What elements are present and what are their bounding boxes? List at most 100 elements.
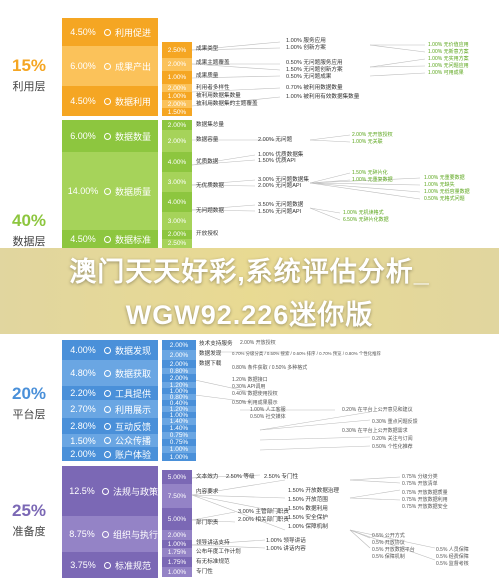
l4-label: 0.50% 无格式问题 [424, 196, 465, 202]
l4-label: 0.5% 保障机制 [372, 554, 405, 560]
node-dot-icon [104, 389, 111, 397]
l3-label: 1.00% 领导讲话 [266, 538, 306, 544]
l1-label: 成果产出 [115, 61, 152, 72]
layer-pct: 20% [11, 384, 47, 403]
l2-cell: 4.00% [162, 152, 192, 172]
layer-name: 准备度 [12, 526, 46, 538]
l2-label: 技术支持服务 [199, 341, 233, 347]
l4-label: 1.00% 无问题应用 [428, 63, 469, 69]
l1-label: 数据利用 [115, 96, 152, 107]
platform-detail: 0.50% 利用成果展示 [232, 400, 278, 406]
l1-pct: 14.00% [67, 186, 99, 196]
l2-cell: 0.80% [162, 394, 196, 401]
l3-label: 1.00% 服务应用 [286, 38, 326, 44]
l3-label: 1.50% 优质API [258, 158, 296, 164]
l2-cell: 1.00% [162, 567, 192, 577]
l2-label: 领导讲话支持 [196, 540, 230, 546]
l2-cell: 7.50% [162, 484, 192, 508]
l2-label: 文本效力 [196, 474, 219, 480]
l1-label: 法规与政策 [112, 486, 158, 497]
l4-label: 1.00% 无价值应用 [428, 42, 469, 48]
platform-detail: 0.30% 在平台上公开数据需求 [342, 428, 408, 434]
l2-cell: 2.00% [162, 100, 192, 108]
l2-cell: 2.00% [162, 530, 192, 540]
l1-platform-account: 2.00% 账户体验 [62, 447, 158, 461]
l1-label: 账户体验 [115, 449, 152, 460]
l4-label: 1.00% 无关联 [352, 139, 383, 145]
l1-readiness-standard: 3.75% 标准规范 [62, 552, 158, 578]
l2-label: 公布年度工作计划 [196, 549, 241, 555]
layer-pct: 25% [11, 501, 47, 520]
l2-label: 开放授权 [196, 231, 219, 237]
l1-data-quantity: 6.00% 数据数量 [62, 120, 158, 152]
l2-label: 无问题数据 [196, 208, 224, 214]
l2-label: 专门性 [196, 569, 213, 575]
l2-cell: 0.80% [162, 368, 196, 375]
platform-detail: 0.40% 数据使用授权 [232, 391, 278, 397]
l2-label: 成果质量 [196, 73, 219, 79]
l4-label: 1.50% 无碎片化 [352, 170, 388, 176]
l1-pct: 12.5% [69, 486, 95, 496]
l4-label: 0.75% 分级分类 [402, 474, 438, 480]
l2-cell: 1.00% [162, 446, 196, 453]
node-dot-icon [104, 422, 111, 430]
l3-label: 2.50% 等级 [226, 474, 255, 480]
layer-name: 数据层 [12, 236, 46, 248]
l1-readiness-org: 8.75% 组织与执行 [62, 516, 158, 552]
node-dot-icon [104, 187, 111, 195]
l2-cell: 2.00% [162, 130, 192, 152]
l1-label: 数据数量 [115, 131, 152, 142]
node-dot-icon [104, 369, 111, 377]
l2-label: 内容要求 [196, 489, 219, 495]
l2-cell: 2.00% [162, 374, 196, 382]
platform-detail: 0.20% 在平台上公开意见和建议 [342, 407, 413, 413]
platform-detail: 0.70% 分级分类 / 0.50% 搜索 / 0.60% 排序 / 0.70%… [232, 351, 381, 356]
layer-data: 40% 数据层 [0, 211, 58, 249]
l2-cell: 2.50% [162, 239, 192, 248]
node-dot-icon [104, 235, 111, 243]
l4-label: 0.5% 公开方式 [372, 533, 405, 539]
platform-detail: 0.30% 重点问题反馈 [372, 419, 418, 425]
l3-label: 0.70% 被利用数据数量 [286, 85, 343, 91]
l2-label: 数据集总量 [196, 122, 224, 128]
l2-label: 成果主题覆盖 [196, 60, 230, 66]
platform-detail: 1.20% 数据接口 [232, 377, 268, 383]
l2-cell: 1.40% [162, 425, 196, 432]
l2-cell: 2.00% [162, 230, 192, 239]
l3-label: 3.00% 无问题数据集 [258, 177, 309, 183]
l4-label: 2.00% 无开放授权 [352, 132, 393, 138]
layer-pct: 40% [11, 211, 47, 230]
node-dot-icon [104, 132, 111, 140]
l2-cell: 0.75% [162, 439, 196, 446]
banner-title-line1: 澳门天天好彩,系统评估分析_ [69, 257, 430, 287]
node-dot-icon [104, 405, 111, 413]
l4-label: 1.00% 无重复数据 [352, 177, 393, 183]
l4-label: 1.00% 无机读格式 [343, 210, 384, 216]
l2-cell: 1.40% [162, 418, 196, 425]
layer-utilize: 15% 利用层 [0, 56, 58, 94]
l3-label: 2.00% 无问题API [258, 183, 302, 189]
l1-readiness-law: 12.5% 法规与政策 [62, 466, 158, 516]
l2-label: 被利用数据集的主题覆盖 [196, 101, 258, 107]
l2-label: 成果类型 [196, 46, 219, 52]
l2-cell: 1.75% [162, 548, 192, 557]
node-dot-icon [101, 487, 109, 495]
l2-cell: 2.50% [162, 42, 192, 58]
l2-cell: 1.75% [162, 557, 192, 567]
l3-label: 1.00% 优质数据集 [258, 152, 304, 158]
l1-platform-feedback: 2.80% 互动反馈 [62, 418, 158, 434]
l4-label: 0.75% 开放数据安全 [402, 504, 448, 510]
l2-label: 数据发现 [199, 351, 222, 357]
layer-name: 利用层 [12, 81, 46, 93]
l3-label: 1.00% 创新方案 [286, 45, 326, 51]
platform-detail: 2.00% 开放授权 [240, 340, 276, 346]
l2-label: 无优质数据 [196, 183, 224, 189]
l1-pct: 6.00% [70, 131, 96, 141]
l1-data-quality: 14.00% 数据质量 [62, 152, 158, 230]
l2-cell: 1.00% [162, 388, 196, 395]
layer-name: 平台层 [12, 409, 46, 421]
l4-label: 1.00% 无低容量数据 [424, 189, 470, 195]
platform-detail: 1.00% 人工客服 [250, 407, 286, 413]
layer-platform: 20% 平台层 [0, 384, 58, 422]
